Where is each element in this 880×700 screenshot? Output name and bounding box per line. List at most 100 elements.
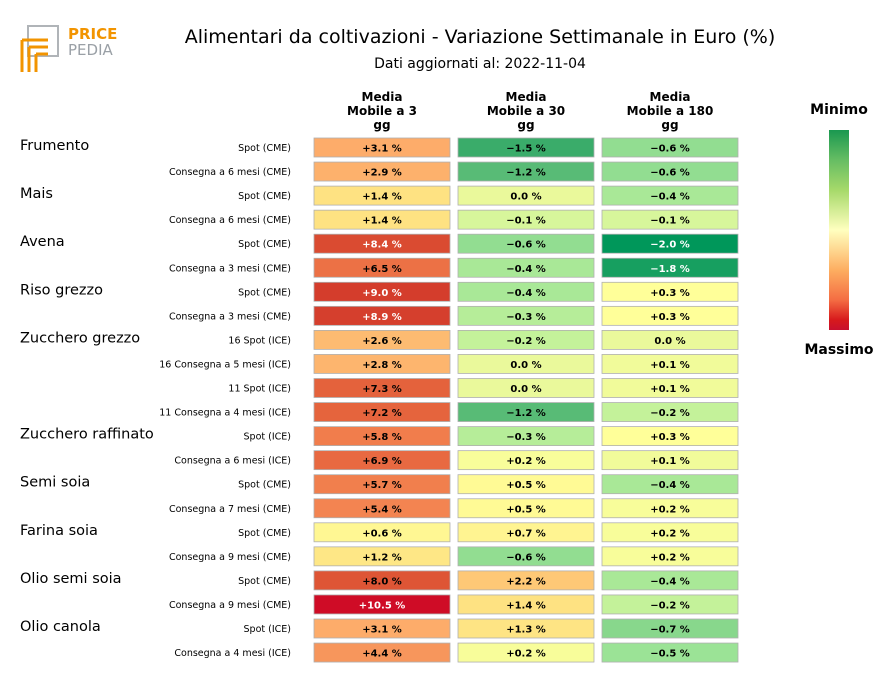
heatmap-cell [313, 329, 451, 350]
heatmap-cell [313, 257, 451, 278]
heatmap-cell [601, 474, 739, 495]
heatmap-cell [313, 618, 451, 639]
row-label: Consegna a 6 mesi (CME) [169, 167, 291, 178]
heatmap-cell [601, 185, 739, 206]
cell-value-label: +0.3 % [650, 312, 690, 323]
chart-subtitle: Dati aggiornati al: 2022-11-04 [374, 56, 586, 72]
heatmap-cell [313, 474, 451, 495]
heatmap-cell [457, 426, 595, 447]
cell-value-label: +8.0 % [362, 576, 402, 587]
cell-value-label: +1.2 % [362, 552, 402, 563]
heatmap-cell [457, 546, 595, 567]
row-label: 16 Spot (ICE) [228, 335, 291, 346]
heatmap-cell [601, 209, 739, 230]
heatmap-cell [457, 161, 595, 182]
heatmap-cell [601, 618, 739, 639]
heatmap-cell [601, 329, 739, 350]
row-label: Consegna a 3 mesi (CME) [169, 311, 291, 322]
cell-value-label: +3.1 % [362, 625, 402, 636]
heatmap-cell [313, 498, 451, 519]
row-label: Spot (CME) [238, 239, 291, 250]
cell-value-label: +0.6 % [362, 528, 402, 539]
heatmap-cell [601, 570, 739, 591]
logo-icon [20, 25, 59, 72]
cell-value-label: 0.0 % [510, 360, 541, 371]
legend-max-label: Massimo [804, 342, 874, 358]
heatmap-cell [601, 498, 739, 519]
cell-value-label: +0.5 % [506, 480, 546, 491]
row-label: Spot (CME) [238, 480, 291, 491]
cell-value-label: +5.8 % [362, 432, 402, 443]
column-header-ma180: Media Mobile a 180 gg [626, 90, 714, 132]
cell-value-label: +0.2 % [650, 504, 690, 515]
cell-value-label: +1.4 % [362, 216, 402, 227]
cell-value-label: +1.4 % [362, 192, 402, 203]
heatmap-cell [457, 354, 595, 374]
heatmap-cell [313, 426, 451, 447]
row-label: Consegna a 7 mesi (CME) [169, 504, 291, 515]
heatmap-cell [313, 137, 451, 158]
cell-value-label: −1.5 % [506, 144, 546, 155]
cell-value-label: −0.1 % [650, 216, 690, 227]
cell-value-label: −0.2 % [506, 336, 546, 347]
cell-value-label: +0.2 % [650, 552, 690, 563]
row-label: 11 Spot (ICE) [228, 384, 291, 395]
cell-value-label: +2.6 % [362, 336, 402, 347]
heatmap-cell [601, 305, 739, 326]
row-label: 11 Consegna a 4 mesi (ICE) [159, 408, 291, 419]
heatmap-cell [601, 594, 739, 615]
heatmap-cell [601, 546, 739, 567]
cell-value-label: +0.2 % [650, 528, 690, 539]
cell-value-label: −2.0 % [650, 240, 690, 251]
cell-value-label: 0.0 % [654, 336, 685, 347]
heatmap-cell [601, 281, 739, 302]
cell-value-label: +6.5 % [362, 264, 402, 275]
heatmap-cell [313, 450, 451, 471]
row-label: Spot (CME) [238, 143, 291, 154]
heatmap-cell [601, 137, 739, 158]
row-label: Consegna a 6 mesi (CME) [169, 215, 291, 226]
heatmap-cell [313, 570, 451, 591]
heatmap-cell [601, 354, 739, 374]
cell-value-label: +0.7 % [506, 528, 546, 539]
group-label: Avena [20, 234, 65, 250]
heatmap-cell [457, 594, 595, 615]
group-label: Olio semi soia [20, 571, 122, 587]
cell-value-label: 0.0 % [510, 384, 541, 395]
cell-value-label: −0.2 % [650, 408, 690, 419]
heatmap-cell [457, 233, 595, 254]
heatmap-cell [457, 474, 595, 495]
heatmap-cell [601, 233, 739, 254]
cell-value-label: −0.6 % [506, 240, 546, 251]
row-label: Consegna a 4 mesi (ICE) [174, 648, 291, 659]
heatmap-cell [601, 257, 739, 278]
heatmap-cell [457, 305, 595, 326]
cell-value-label: +7.3 % [362, 384, 402, 395]
heatmap-cell [313, 378, 451, 398]
cell-value-label: +0.5 % [506, 504, 546, 515]
row-label: Spot (ICE) [244, 432, 291, 443]
group-label: Semi soia [20, 475, 90, 491]
heatmap-cell [313, 161, 451, 182]
heatmap-cell [313, 522, 451, 543]
cell-value-label: −0.6 % [506, 552, 546, 563]
row-label: Consegna a 3 mesi (CME) [169, 263, 291, 274]
heatmap-cell [601, 402, 739, 422]
cell-value-label: −0.3 % [506, 312, 546, 323]
logo-text-pedia: PEDIA [68, 41, 113, 59]
heatmap-cell [601, 161, 739, 182]
cell-value-label: 0.0 % [510, 192, 541, 203]
heatmap-cell [313, 233, 451, 254]
logo-text-price: PRICE [68, 25, 118, 43]
heatmap-cell [457, 209, 595, 230]
heatmap-cell [457, 185, 595, 206]
row-label: Consegna a 9 mesi (CME) [169, 552, 291, 563]
cell-value-label: +0.1 % [650, 456, 690, 467]
heatmap-cell [457, 281, 595, 302]
cell-value-label: −1.2 % [506, 168, 546, 179]
heatmap-cell [457, 522, 595, 543]
heatmap-cell [601, 450, 739, 471]
heatmap-cell [457, 498, 595, 519]
cell-value-label: +0.3 % [650, 288, 690, 299]
